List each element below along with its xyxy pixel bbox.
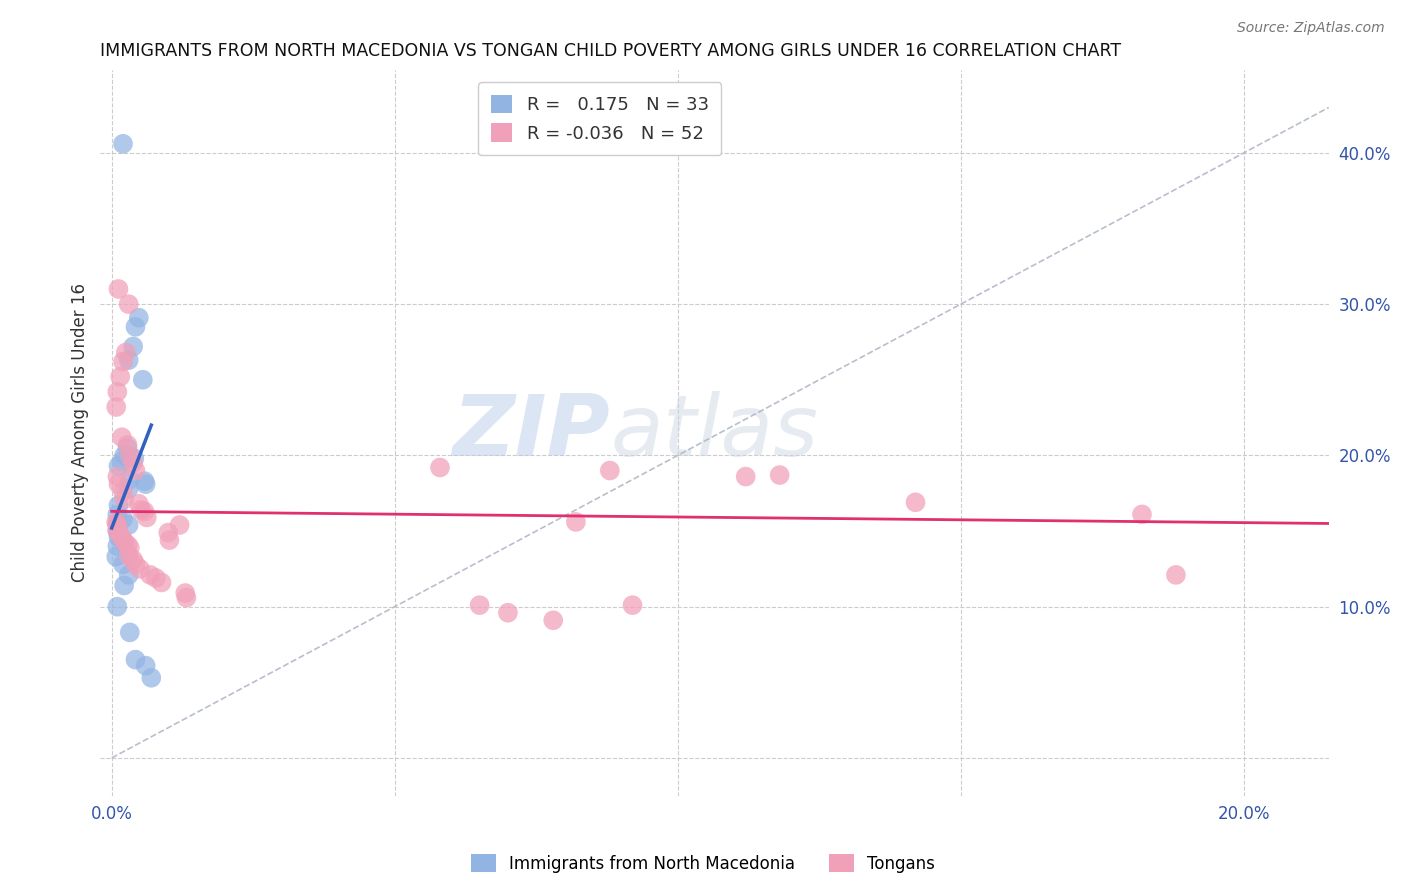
Point [541,613,564,627]
Text: IMMIGRANTS FROM NORTH MACEDONIA VS TONGAN CHILD POVERTY AMONG GIRLS UNDER 16 COR: IMMIGRANTS FROM NORTH MACEDONIA VS TONGA… [100,42,1122,60]
Point [118,568,141,582]
Point [118,297,141,311]
Point [107,498,129,512]
Point [565,515,588,529]
Point [734,469,756,483]
Point [111,354,134,368]
Point [112,492,135,507]
Point [105,400,128,414]
Point [145,571,167,585]
Point [129,562,152,576]
Point [107,530,129,544]
Point [174,586,197,600]
Point [621,598,644,612]
Text: ZIP: ZIP [453,392,610,475]
Point [128,497,150,511]
Y-axis label: Child Poverty Among Girls Under 16: Child Poverty Among Girls Under 16 [72,283,89,582]
Point [124,451,146,466]
Point [105,524,128,538]
Point [107,477,129,491]
Point [111,430,134,444]
Point [468,598,491,612]
Point [117,538,139,552]
Point [105,469,128,483]
Point [124,558,146,572]
Point [111,512,134,526]
Point [169,518,191,533]
Point [117,438,139,452]
Point [1164,568,1187,582]
Point [139,568,162,582]
Point [129,503,152,517]
Point [118,541,141,555]
Point [118,625,141,640]
Point [105,518,128,533]
Point [108,369,131,384]
Point [118,482,141,496]
Point [112,449,135,463]
Point [118,548,141,562]
Point [135,658,157,673]
Point [114,345,136,359]
Point [107,458,129,473]
Point [769,468,792,483]
Text: atlas: atlas [610,392,818,475]
Point [904,495,927,509]
Point [111,534,134,549]
Point [128,310,150,325]
Point [496,606,519,620]
Point [111,558,134,572]
Point [150,575,173,590]
Point [599,463,621,477]
Point [107,282,129,296]
Point [118,353,141,368]
Point [117,441,139,455]
Point [111,484,134,499]
Point [105,508,128,522]
Point [111,454,134,468]
Point [122,339,145,353]
Legend: Immigrants from North Macedonia, Tongans: Immigrants from North Macedonia, Tongans [464,847,942,880]
Point [105,516,128,531]
Point [118,473,141,487]
Point [105,515,128,529]
Point [105,384,128,399]
Point [105,599,128,614]
Point [105,523,128,537]
Point [135,510,157,524]
Point [176,591,198,605]
Point [124,652,146,666]
Point [157,525,180,540]
Point [157,533,180,548]
Point [135,477,157,491]
Point [111,136,134,151]
Point [122,553,145,567]
Point [112,534,135,549]
Point [111,530,134,544]
Point [105,539,128,553]
Point [1130,508,1153,522]
Point [134,504,156,518]
Point [132,373,155,387]
Point [124,319,146,334]
Point [124,463,146,477]
Point [141,671,163,685]
Point [107,525,129,540]
Legend: R =   0.175   N = 33, R = -0.036   N = 52: R = 0.175 N = 33, R = -0.036 N = 52 [478,82,721,155]
Point [105,549,128,564]
Point [118,449,141,463]
Point [118,518,141,533]
Point [112,578,135,592]
Text: Source: ZipAtlas.com: Source: ZipAtlas.com [1237,21,1385,35]
Point [122,456,145,470]
Point [429,460,451,475]
Point [134,474,156,488]
